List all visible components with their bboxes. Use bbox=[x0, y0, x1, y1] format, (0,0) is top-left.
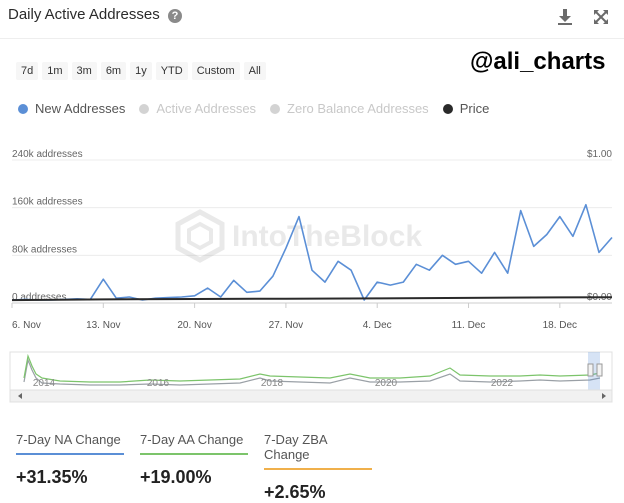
chart-header: Daily Active Addresses ? bbox=[0, 0, 624, 34]
legend-label: New Addresses bbox=[35, 101, 126, 116]
navigator-tick-label: 2014 bbox=[33, 378, 56, 389]
legend-label: Zero Balance Addresses bbox=[287, 101, 429, 116]
stat-underline bbox=[140, 453, 248, 455]
stat-label: 7-Day ZBA Change bbox=[264, 432, 327, 462]
stat-value: +19.00% bbox=[140, 467, 212, 487]
right-axis: $1.00$0.00 bbox=[587, 149, 612, 303]
left-axis: 240k addresses 160k addresses 80k addresse… bbox=[12, 149, 83, 303]
scroll-right-icon[interactable] bbox=[602, 393, 606, 399]
main-chart: IntoTheBlock 240k addresses 160k addresse… bbox=[11, 149, 613, 331]
range-1y[interactable]: 1y bbox=[130, 62, 152, 80]
chart-legend: New Addresses Active Addresses Zero Bala… bbox=[18, 101, 489, 116]
series-layer bbox=[11, 203, 613, 302]
chart-watermark: IntoTheBlock bbox=[175, 209, 422, 263]
navigator-tick-label: 2018 bbox=[261, 378, 284, 389]
price-series-line bbox=[11, 296, 613, 302]
legend-marker bbox=[18, 103, 28, 114]
question-circle-icon[interactable]: ? bbox=[168, 9, 182, 23]
navigator-ticks: 2014 2016 2018 2020 2022 bbox=[33, 378, 514, 389]
legend-zero-balance-addresses[interactable]: Zero Balance Addresses bbox=[270, 101, 429, 116]
range-7d[interactable]: 7d bbox=[16, 62, 39, 80]
y-tick-label: 80k addresses bbox=[12, 244, 77, 255]
range-selector: 7d 1m 3m 6m 1y YTD Custom All bbox=[16, 62, 266, 80]
stat-zba-change: 7-Day ZBA Change +2.65% bbox=[264, 432, 372, 503]
x-tick-label: 27. Nov bbox=[269, 320, 303, 331]
stat-aa-change: 7-Day AA Change +19.00% bbox=[140, 432, 248, 503]
author-handle: @ali_charts bbox=[470, 48, 606, 75]
legend-marker bbox=[270, 103, 281, 114]
range-all[interactable]: All bbox=[243, 62, 266, 80]
legend-label: Active Addresses bbox=[156, 101, 257, 116]
range-3m[interactable]: 3m bbox=[71, 62, 97, 80]
header-divider bbox=[0, 38, 624, 39]
y-tick-label: 0 addresses bbox=[12, 292, 66, 303]
navigator-tick-label: 2016 bbox=[147, 378, 170, 389]
range-1m[interactable]: 1m bbox=[42, 62, 68, 80]
x-tick-label: 20. Nov bbox=[177, 320, 211, 331]
navigator-right-handle[interactable] bbox=[596, 363, 603, 377]
navigator[interactable]: 2014 2016 2018 2020 2022 bbox=[0, 348, 624, 408]
x-tick-label: 4. Dec bbox=[363, 320, 392, 331]
fullscreen-icon[interactable] bbox=[592, 8, 610, 26]
range-custom[interactable]: Custom bbox=[191, 62, 240, 80]
new-addresses-series-line bbox=[11, 203, 613, 301]
x-axis: 6. Nov 13. Nov 20. Nov 27. Nov 4. Dec 11. Dec… bbox=[11, 302, 612, 331]
range-6m[interactable]: 6m bbox=[100, 62, 127, 80]
intotheblock-logo-icon bbox=[175, 209, 225, 263]
navigator-frame bbox=[9, 351, 613, 391]
stat-value: +31.35% bbox=[16, 467, 88, 487]
legend-marker bbox=[442, 103, 453, 114]
y-tick-label-right: $1.00 bbox=[587, 149, 612, 160]
navigator-green-line bbox=[23, 353, 601, 383]
x-tick-label: 11. Dec bbox=[452, 320, 486, 331]
navigator-tick-label: 2020 bbox=[375, 378, 398, 389]
range-ytd[interactable]: YTD bbox=[155, 62, 188, 80]
legend-active-addresses[interactable]: Active Addresses bbox=[139, 101, 256, 116]
legend-label: Price bbox=[459, 101, 490, 116]
watermark-text: IntoTheBlock bbox=[232, 220, 422, 253]
y-tick-label: 160k addresses bbox=[12, 197, 83, 208]
navigator-gray-line bbox=[23, 357, 601, 386]
legend-new-addresses[interactable]: New Addresses bbox=[18, 101, 125, 116]
navigator-scrollbar[interactable] bbox=[9, 389, 613, 403]
legend-marker bbox=[139, 103, 150, 114]
x-tick-label: 13. Nov bbox=[86, 320, 120, 331]
download-icon[interactable] bbox=[556, 8, 574, 26]
y-tick-label: 240k addresses bbox=[12, 149, 83, 160]
x-tick-label: 18. Dec bbox=[543, 320, 577, 331]
stat-underline bbox=[16, 453, 124, 455]
scroll-left-icon[interactable] bbox=[18, 393, 22, 399]
stat-label: 7-Day AA Change bbox=[140, 432, 244, 447]
legend-price[interactable]: Price bbox=[442, 101, 490, 116]
stat-value: +2.65% bbox=[264, 482, 326, 502]
chart-title: Daily Active Addresses bbox=[8, 6, 160, 23]
stat-underline bbox=[264, 468, 372, 470]
change-stats: 7-Day NA Change +31.35% 7-Day AA Change … bbox=[16, 432, 372, 503]
navigator-left-handle[interactable] bbox=[587, 363, 594, 377]
stat-na-change: 7-Day NA Change +31.35% bbox=[16, 432, 124, 503]
navigator-selection[interactable] bbox=[588, 352, 600, 390]
x-tick-label: 6. Nov bbox=[12, 320, 41, 331]
navigator-tick-label: 2022 bbox=[491, 378, 514, 389]
stat-label: 7-Day NA Change bbox=[16, 432, 121, 447]
